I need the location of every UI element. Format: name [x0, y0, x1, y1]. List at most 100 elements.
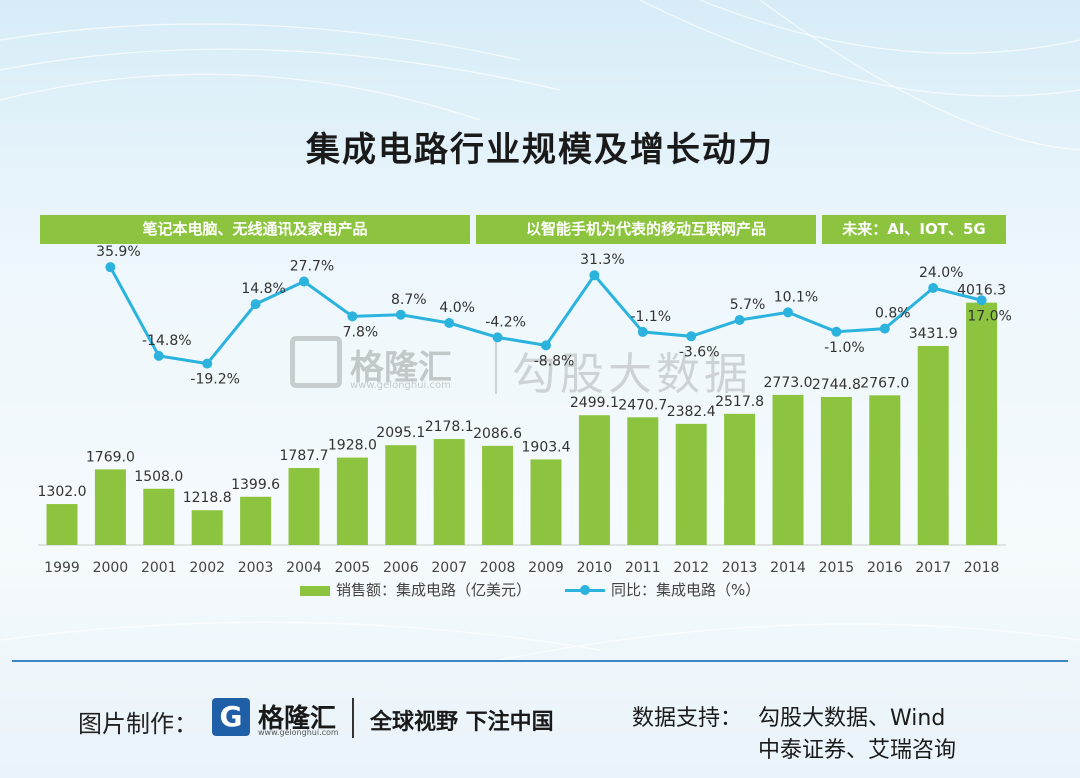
x-tick-2005: 2005	[335, 560, 371, 576]
source-line-2: 中泰证券、艾瑞咨询	[758, 738, 957, 763]
yoy-point-2013	[734, 315, 745, 326]
x-tick-2007: 2007	[431, 560, 467, 576]
footer-separator	[352, 698, 354, 738]
legend-bar-label: 销售额：集成电路（亿美元）	[336, 581, 532, 599]
yoy-label-2015: -1.0%	[824, 340, 865, 356]
yoy-point-2010	[589, 270, 600, 281]
x-tick-2010: 2010	[577, 560, 613, 576]
bar-2018	[966, 302, 998, 545]
bar-2002	[191, 510, 223, 545]
yoy-label-2004: 27.7%	[290, 259, 334, 275]
x-tick-2000: 2000	[93, 560, 129, 576]
x-tick-2009: 2009	[528, 560, 564, 576]
logo-url: www.gelonghui.com	[258, 728, 339, 737]
bar-label-2009: 1903.4	[522, 439, 571, 455]
watermark-logo-name: 格隆汇	[350, 348, 452, 388]
bar-label-2008: 2086.6	[473, 426, 522, 442]
bar-2007	[433, 439, 465, 545]
phase-banner-future: 未来：AI、IOT、5G	[822, 215, 1006, 244]
chart-area: 1302.0 1999 1769.0 2000 1508.0 2001 1218.8 2002…	[38, 244, 1012, 576]
bar-2015	[820, 396, 852, 545]
bar-2005	[336, 457, 368, 545]
phase-banner-laptop-wireless-appliance: 笔记本电脑、无线通讯及家电产品	[40, 215, 470, 244]
yoy-point-2011	[637, 326, 648, 337]
bar-2016	[869, 395, 901, 545]
yoy-point-2000	[105, 262, 116, 273]
slogan: 全球视野 下注中国	[370, 710, 554, 735]
yoy-label-2007: 4.0%	[439, 300, 475, 316]
x-tick-2014: 2014	[770, 560, 806, 576]
x-tick-2015: 2015	[819, 560, 855, 576]
yoy-label-2009: -8.8%	[534, 353, 575, 369]
bar-2001	[143, 488, 175, 545]
yoy-label-2014: 10.1%	[774, 289, 818, 305]
yoy-label-2006: 8.7%	[391, 292, 427, 308]
bar-2004	[288, 468, 320, 545]
watermark-text: 勾股大数据	[512, 349, 752, 400]
bar-2011	[627, 417, 659, 545]
bar-label-2017: 3431.9	[909, 326, 958, 342]
watermark-logo-url: www.gelonghui.com	[350, 380, 451, 391]
yoy-point-2008	[492, 332, 503, 343]
bar-2014	[772, 394, 804, 545]
yoy-point-2003	[250, 299, 261, 310]
bar-2012	[675, 423, 707, 545]
x-tick-2013: 2013	[722, 560, 758, 576]
yoy-point-2005	[347, 311, 358, 322]
yoy-point-2009	[541, 340, 551, 351]
bar-label-2002: 1218.8	[183, 490, 232, 506]
bar-1999	[46, 504, 78, 545]
yoy-label-2018: 17.0%	[967, 308, 1011, 324]
bar-label-2003: 1399.6	[231, 477, 280, 493]
bar-2017	[917, 346, 949, 545]
x-tick-2017: 2017	[915, 560, 951, 576]
x-tick-2012: 2012	[673, 560, 709, 576]
watermark-separator	[495, 336, 497, 394]
yoy-point-2007	[444, 318, 455, 328]
x-tick-2018: 2018	[964, 560, 1000, 576]
yoy-label-2005: 7.8%	[343, 324, 379, 340]
bar-2003	[240, 496, 272, 545]
yoy-label-2002: -19.2%	[190, 372, 240, 388]
credit-label: 图片制作：	[78, 710, 198, 738]
x-tick-2011: 2011	[625, 560, 661, 576]
yoy-point-2006	[395, 309, 406, 320]
bar-label-2014: 2773.0	[764, 375, 813, 391]
yoy-point-2004	[299, 276, 309, 287]
yoy-label-2000: 35.9%	[96, 244, 140, 260]
legend-line-swatch	[565, 585, 605, 595]
bar-2010	[578, 415, 610, 545]
yoy-point-2012	[686, 331, 697, 342]
yoy-label-2016: 0.8%	[875, 306, 911, 322]
yoy-label-2003: 14.8%	[241, 281, 285, 297]
bar-2006	[385, 445, 417, 545]
yoy-label-2012: -3.6%	[679, 344, 720, 360]
bar-2009	[530, 459, 562, 545]
bar-label-2000: 1769.0	[86, 449, 135, 465]
legend-item-sales: 销售额：集成电路（亿美元）	[300, 578, 531, 602]
bar-label-2015: 2744.8	[812, 377, 861, 393]
bar-label-2016: 2767.0	[860, 375, 909, 391]
yoy-point-2018	[976, 295, 987, 306]
yoy-point-2017	[928, 283, 939, 293]
yoy-label-2010: 31.3%	[580, 252, 624, 268]
bar-label-2004: 1787.7	[280, 448, 329, 464]
legend-bar-swatch	[300, 585, 330, 596]
bar-label-2007: 2178.1	[425, 419, 474, 435]
bar-label-2011: 2470.7	[618, 397, 667, 413]
bar-label-2005: 1928.0	[328, 438, 377, 454]
yoy-label-2001: -14.8%	[142, 333, 192, 349]
bar-label-1999: 1302.0	[38, 484, 87, 500]
x-tick-2016: 2016	[867, 560, 903, 576]
x-tick-2004: 2004	[286, 560, 322, 576]
chart-legend: 销售额：集成电路（亿美元） 同比：集成电路（%）	[0, 578, 1080, 602]
bar-label-2012: 2382.4	[667, 404, 716, 420]
bar-label-2018: 4016.3	[957, 283, 1006, 299]
watermark-logo-icon	[290, 336, 342, 388]
logo-g-icon: G	[212, 698, 250, 736]
bar-2000	[94, 469, 126, 545]
phase-banner-mobile-internet: 以智能手机为代表的移动互联网产品	[476, 215, 816, 244]
yoy-point-2016	[879, 323, 890, 334]
yoy-label-2008: -4.2%	[485, 314, 526, 330]
